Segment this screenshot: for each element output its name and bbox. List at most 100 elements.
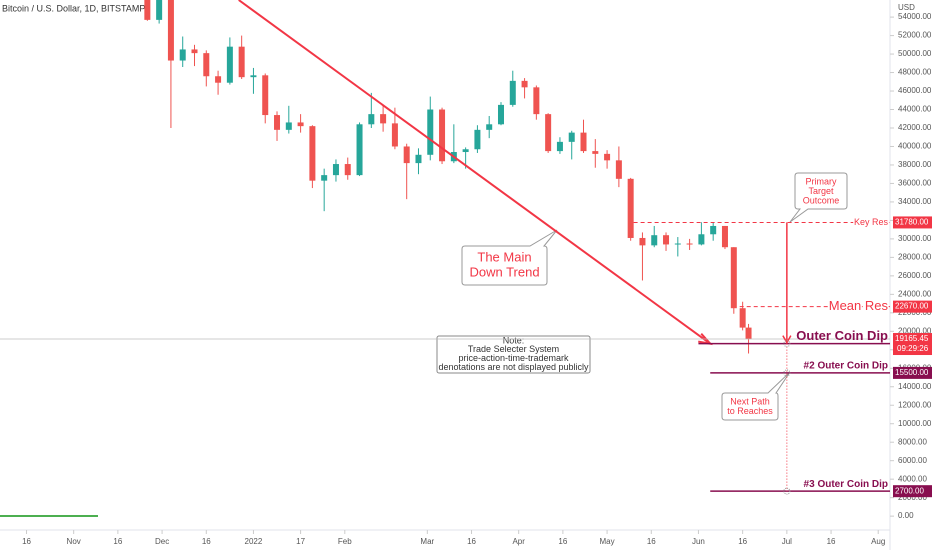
candle-body [380, 114, 387, 124]
target-label: Target [808, 186, 834, 196]
x-tick-label: Jul [782, 537, 792, 546]
y-tick-label: 28000.00 [898, 252, 932, 261]
path-node [783, 487, 791, 495]
candle-body [274, 115, 281, 130]
candle-body [262, 75, 269, 116]
candle-body [533, 87, 540, 115]
target-label: Outcome [803, 195, 840, 205]
candle-body [663, 235, 670, 245]
y-tick-label: 34000.00 [898, 197, 932, 206]
price-tag-label: 31780.00 [895, 218, 929, 227]
y-tick-label: 38000.00 [898, 160, 932, 169]
candles [144, 0, 752, 354]
y-tick-label: 8000.00 [898, 437, 927, 446]
price-tag-label: 22670.00 [895, 302, 929, 311]
x-tick-label: 16 [558, 537, 567, 546]
candle-body [356, 124, 363, 176]
trend-callout [461, 229, 558, 286]
candle-body [391, 123, 398, 147]
price-tag [893, 300, 932, 313]
x-tick-label: Dec [155, 537, 169, 546]
candle-body [167, 0, 174, 61]
candle-body [179, 49, 186, 61]
y-tick-label: 50000.00 [898, 49, 932, 58]
y-tick-label: 48000.00 [898, 68, 932, 77]
trend-label: Down Trend [469, 264, 539, 279]
candle-body [332, 164, 339, 176]
price-tag [893, 485, 932, 498]
candle-body [203, 53, 210, 77]
candle-body [427, 109, 434, 155]
y-tick-label: 46000.00 [898, 86, 932, 95]
y-tick-label: 0.00 [898, 511, 914, 520]
candle-body [215, 76, 222, 83]
level-label: Outer Coin Dip [796, 328, 888, 343]
candle-body [710, 225, 717, 235]
x-tick-label: 16 [827, 537, 836, 546]
trend-line [238, 0, 711, 345]
y-tick-label: 12000.00 [898, 400, 932, 409]
next-label: to Reaches [727, 406, 773, 416]
note: price-action-time-trademark [458, 353, 569, 363]
candle-body [639, 237, 646, 246]
x-tick-label: Feb [338, 537, 352, 546]
price-tag [893, 366, 932, 379]
level-label: #2 Outer Coin Dip [804, 361, 888, 372]
candle-body [403, 146, 410, 164]
y-tick-label: 24000.00 [898, 289, 932, 298]
candle-body [627, 178, 634, 238]
price-tag-label: 19165.45 [895, 334, 929, 343]
level-label: Mean Res [829, 298, 889, 313]
price-tag-label: 2700.00 [895, 486, 924, 495]
path-node [783, 369, 791, 377]
y-tick-label: 36000.00 [898, 179, 932, 188]
candle-body [144, 0, 151, 20]
y-tick-label: 30000.00 [898, 234, 932, 243]
x-tick-label: 16 [738, 537, 747, 546]
price-axis [890, 0, 932, 550]
chart-title: Bitcoin / U.S. Dollar, 1D, BITSTAMP [2, 3, 145, 13]
candle-body [615, 160, 622, 179]
note: denotations are not displayed publicly [438, 362, 589, 372]
candle-body [592, 151, 599, 154]
level-label: Key Res [854, 217, 889, 227]
target-arrowhead [782, 335, 792, 345]
candle-body [721, 225, 728, 248]
candle-body [191, 49, 198, 54]
price-tag-label: 15500.00 [895, 368, 929, 377]
level-label: #3 Outer Coin Dip [804, 479, 888, 490]
candle-body [321, 175, 328, 181]
candle-body [604, 153, 611, 161]
candle-body [651, 235, 658, 246]
candle-body [368, 114, 375, 125]
y-tick-label: 20000.00 [898, 326, 932, 335]
candle-body [297, 122, 304, 127]
x-tick-label: Mar [420, 537, 434, 546]
x-tick-label: 2022 [245, 537, 263, 546]
candle-body [486, 124, 493, 130]
y-tick-label: 52000.00 [898, 31, 932, 40]
target-label: Primary [806, 176, 837, 186]
price-tag [893, 216, 932, 229]
y-tick-label: 10000.00 [898, 419, 932, 428]
note-box [436, 335, 591, 374]
candle-body [309, 126, 316, 181]
candle-body [497, 104, 504, 125]
candle-body [474, 129, 481, 150]
x-tick-label: May [600, 537, 615, 546]
y-tick-label: 26000.00 [898, 271, 932, 280]
next-callout [721, 371, 791, 421]
y-tick-label: 44000.00 [898, 105, 932, 114]
y-tick-label: 40000.00 [898, 142, 932, 151]
note: Trade Selecter System [468, 344, 559, 354]
x-tick-label: 17 [296, 537, 305, 546]
candle-body [415, 154, 422, 164]
trend-label: The Main [477, 249, 531, 264]
candle-body [698, 234, 705, 245]
candle-body [739, 308, 746, 328]
y-tick-label: 54000.00 [898, 12, 932, 21]
candle-body [439, 109, 446, 162]
x-tick-label: 16 [202, 537, 211, 546]
